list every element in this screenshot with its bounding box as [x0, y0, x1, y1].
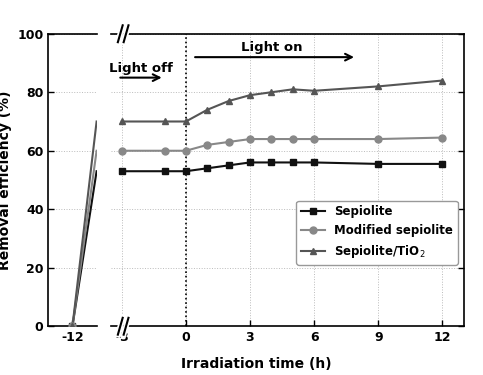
Modified sepiolite — [375, 137, 381, 141]
Sepiolite/TiO$_2$ — [375, 84, 381, 88]
Modified sepiolite — [269, 137, 274, 141]
Sepiolite/TiO$_2$ — [119, 119, 125, 124]
Sepiolite — [440, 162, 445, 166]
Sepiolite — [375, 162, 381, 166]
Modified sepiolite — [226, 140, 231, 144]
Modified sepiolite — [162, 148, 168, 153]
Sepiolite/TiO$_2$ — [247, 93, 253, 98]
Y-axis label: Removal efficiency (%): Removal efficiency (%) — [0, 90, 12, 270]
Line: Sepiolite: Sepiolite — [118, 159, 446, 175]
Sepiolite/TiO$_2$ — [440, 78, 445, 83]
Modified sepiolite — [247, 137, 253, 141]
Modified sepiolite — [183, 148, 189, 153]
Modified sepiolite — [311, 137, 317, 141]
Sepiolite/TiO$_2$ — [311, 88, 317, 93]
Sepiolite/TiO$_2$ — [183, 119, 189, 124]
Text: Light on: Light on — [241, 41, 302, 54]
Line: Modified sepiolite: Modified sepiolite — [118, 134, 446, 154]
Text: Irradiation time (h): Irradiation time (h) — [181, 357, 331, 371]
Sepiolite/TiO$_2$ — [226, 99, 231, 103]
Sepiolite/TiO$_2$ — [204, 108, 210, 112]
Sepiolite — [119, 169, 125, 174]
Sepiolite — [204, 166, 210, 171]
Line: Sepiolite/TiO$_2$: Sepiolite/TiO$_2$ — [118, 77, 446, 125]
Sepiolite — [162, 169, 168, 174]
Text: Light off: Light off — [109, 62, 173, 75]
Modified sepiolite — [440, 135, 445, 140]
Sepiolite/TiO$_2$ — [269, 90, 274, 94]
Sepiolite — [290, 160, 296, 165]
Sepiolite — [247, 160, 253, 165]
Sepiolite — [183, 169, 189, 174]
Modified sepiolite — [119, 148, 125, 153]
Legend: Sepiolite, Modified sepiolite, Sepiolite/TiO$_2$: Sepiolite, Modified sepiolite, Sepiolite… — [297, 201, 458, 265]
Sepiolite — [226, 163, 231, 168]
Modified sepiolite — [290, 137, 296, 141]
Sepiolite — [311, 160, 317, 165]
Modified sepiolite — [204, 142, 210, 147]
Sepiolite/TiO$_2$ — [162, 119, 168, 124]
Sepiolite — [269, 160, 274, 165]
Sepiolite/TiO$_2$ — [290, 87, 296, 92]
